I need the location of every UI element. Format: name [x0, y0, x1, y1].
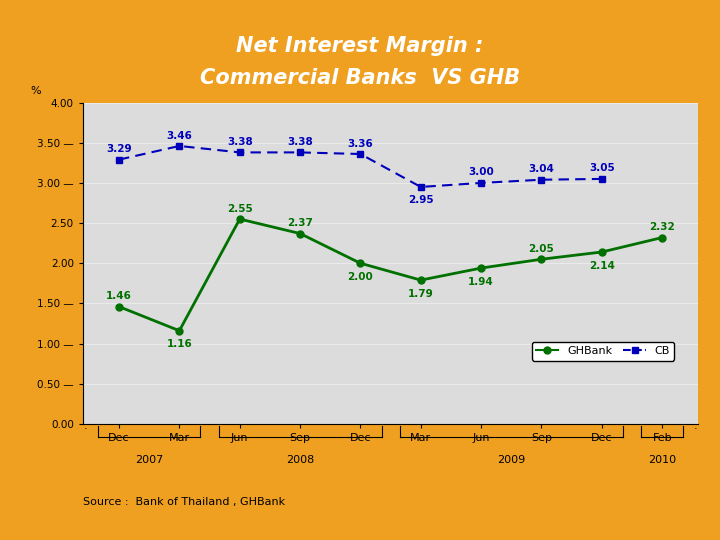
Text: 3.00: 3.00	[468, 167, 494, 178]
Text: 2.55: 2.55	[227, 204, 253, 214]
Text: 2.00: 2.00	[348, 272, 373, 282]
Text: 3.46: 3.46	[166, 131, 192, 140]
Text: .: .	[693, 421, 697, 431]
Text: %: %	[30, 86, 41, 96]
Text: 2.37: 2.37	[287, 218, 313, 228]
Text: Net Interest Margin :: Net Interest Margin :	[236, 36, 484, 56]
Text: 2.95: 2.95	[408, 195, 433, 205]
Text: 2010: 2010	[648, 455, 676, 465]
Text: .: .	[84, 421, 88, 431]
Text: 3.36: 3.36	[348, 139, 373, 148]
Legend: GHBank, CB: GHBank, CB	[531, 342, 675, 361]
Text: 3.05: 3.05	[589, 164, 615, 173]
Text: 2.32: 2.32	[649, 222, 675, 232]
Text: 1.79: 1.79	[408, 289, 433, 299]
Text: 1.94: 1.94	[468, 276, 494, 287]
Text: 3.29: 3.29	[106, 144, 132, 154]
Text: 2008: 2008	[286, 455, 314, 465]
Text: 1.16: 1.16	[166, 339, 192, 349]
Text: 3.38: 3.38	[287, 137, 313, 147]
Text: 2009: 2009	[498, 455, 526, 465]
Text: 3.38: 3.38	[227, 137, 253, 147]
Text: Source :  Bank of Thailand , GHBank: Source : Bank of Thailand , GHBank	[83, 497, 285, 507]
Text: 1.46: 1.46	[106, 291, 132, 301]
Text: 2.05: 2.05	[528, 244, 554, 254]
Text: 2.14: 2.14	[589, 261, 615, 271]
Text: 2007: 2007	[135, 455, 163, 465]
Text: Commercial Banks  VS GHB: Commercial Banks VS GHB	[200, 68, 520, 89]
Text: 3.04: 3.04	[528, 164, 554, 174]
